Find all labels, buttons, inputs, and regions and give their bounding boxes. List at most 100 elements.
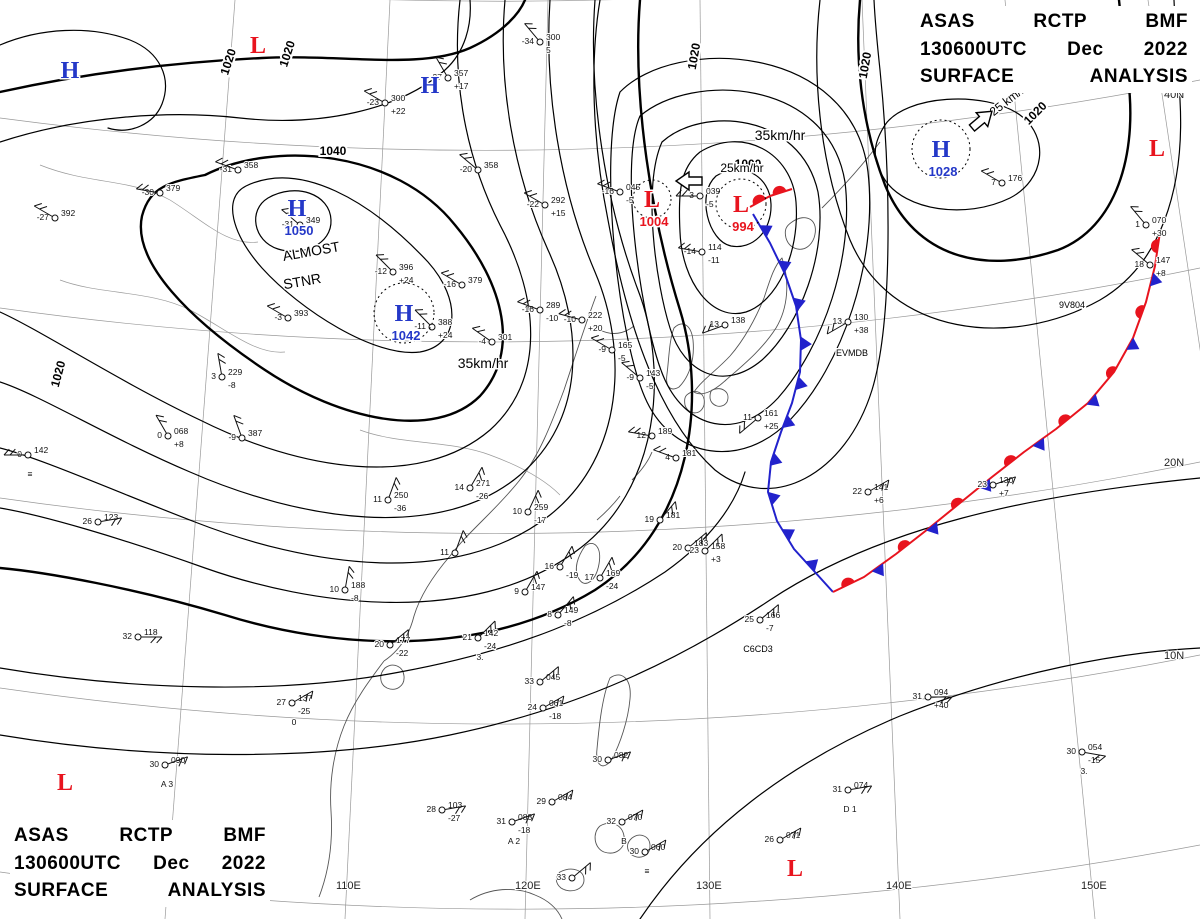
station-circle: [578, 316, 586, 324]
warm-front-symbol: [1058, 414, 1071, 426]
isobar-value-label: 1020: [276, 39, 298, 69]
station-remark: D 1: [843, 804, 857, 814]
station-pressure: 289: [546, 300, 560, 310]
wind-barb-feather: [441, 270, 449, 274]
wind-barb-shaft: [541, 666, 559, 681]
wind-barb-feather: [281, 207, 290, 211]
station-temperature: 13: [710, 319, 720, 329]
station-pressure: 165: [618, 340, 632, 350]
cold-front-symbol: [1149, 272, 1163, 287]
front-layer: [749, 185, 1163, 593]
wind-barb-feather: [681, 189, 688, 197]
station-temperature: 33: [557, 872, 567, 882]
station-tendency: +24: [399, 275, 414, 285]
station-temperature: 21: [463, 632, 473, 642]
station-temperature: 32: [123, 631, 133, 641]
station-circle: [656, 516, 664, 524]
station-circle: [541, 201, 549, 209]
station-circle: [701, 547, 709, 555]
pressure-center-value: 1042: [392, 328, 421, 343]
wind-barb-shaft: [706, 533, 723, 550]
station-plot: -27 392: [33, 203, 76, 223]
cold-front-symbol: [782, 414, 796, 428]
station-pressure: 176: [1008, 173, 1022, 183]
isobar: [0, 0, 527, 94]
wind-barb-feather: [671, 506, 674, 515]
wind-barb-shaft: [266, 305, 286, 317]
wind-barb-feather: [156, 636, 163, 644]
station-temperature: 14: [455, 482, 465, 492]
wind-barb-feather: [1131, 247, 1140, 251]
annotation-text: 9V804: [1059, 300, 1085, 310]
wind-barb-feather: [683, 243, 691, 250]
station-tendency: +25: [764, 421, 779, 431]
station-circle: [684, 544, 692, 552]
station-plot: 17 169 -24: [584, 556, 621, 592]
station-circle: [474, 166, 482, 174]
wind-barb-feather: [663, 839, 667, 848]
longitude-label: 150E: [1081, 880, 1107, 892]
station-temperature: 0: [157, 430, 162, 440]
station-temperature: 26: [83, 516, 93, 526]
wind-barb-shaft: [678, 247, 700, 252]
station-tendency: +7: [999, 488, 1009, 498]
wind-barb-feather: [364, 88, 372, 92]
coastline: [666, 323, 694, 390]
isobar-value-label: 1000: [735, 157, 762, 171]
warm-front-symbol: [897, 540, 911, 552]
wind-barb-shaft: [281, 209, 299, 224]
station-circle: [596, 574, 604, 582]
station-pressure: 054: [1088, 742, 1102, 752]
isobar: [0, 471, 746, 688]
wind-barb-feather: [678, 242, 685, 249]
station-temperature: 23: [690, 545, 700, 555]
wind-barb-feather: [459, 152, 468, 156]
station-circle: [341, 586, 349, 594]
station-circle: [776, 836, 784, 844]
wind-barb-feather: [535, 495, 540, 504]
annotation-text: EVMDB: [836, 348, 868, 358]
wind-barb-shaft: [601, 556, 613, 576]
station-plot: -9 387: [227, 414, 263, 443]
station-circle: [238, 434, 246, 442]
wind-barb-feather: [395, 477, 401, 485]
station-circle: [696, 192, 704, 200]
wind-barb-feather: [826, 326, 830, 335]
warm-front-symbol: [1003, 455, 1017, 467]
station-circle: [444, 74, 452, 82]
longitude-line: [1004, 0, 1096, 919]
station-plot: -9 143 -5: [621, 360, 661, 392]
valid-time: 130600UTC Dec 2022: [920, 38, 1188, 60]
river: [359, 429, 561, 496]
isobar: [0, 0, 574, 519]
station-pressure: 292: [551, 195, 565, 205]
station-plot: 11: [439, 530, 468, 558]
station-circle: [24, 451, 32, 459]
wind-barb-feather: [460, 805, 467, 813]
cold-front-symbol: [795, 376, 808, 391]
station-tendency: +3: [711, 554, 721, 564]
wind-barb-shaft: [558, 313, 580, 320]
station-temperature: 32: [607, 816, 617, 826]
wind-barb-shaft: [689, 532, 707, 547]
isobar-value-label: 1020: [217, 47, 239, 77]
stationary-front-line: [832, 231, 1161, 593]
station-circle: [924, 693, 932, 701]
low-center-symbol: L: [733, 192, 749, 218]
isobar: [630, 89, 848, 425]
longitude-line: [164, 0, 236, 919]
station-pressure: 169: [606, 568, 620, 578]
station-temperature: -9: [626, 372, 634, 382]
station-temperature: 33: [525, 676, 535, 686]
station-temperature: 20: [673, 542, 683, 552]
station-temperature: -11: [414, 321, 426, 331]
station-temperature: -31: [282, 219, 295, 229]
station-plot: 30082: [592, 749, 632, 765]
wind-barb-feather: [986, 171, 995, 175]
station-pressure: 118: [144, 627, 158, 637]
coastline: [631, 451, 653, 481]
isobar: [0, 0, 655, 604]
coastline: [594, 822, 625, 854]
wind-barb-shaft: [647, 839, 667, 851]
station-temperature: 28: [427, 804, 437, 814]
